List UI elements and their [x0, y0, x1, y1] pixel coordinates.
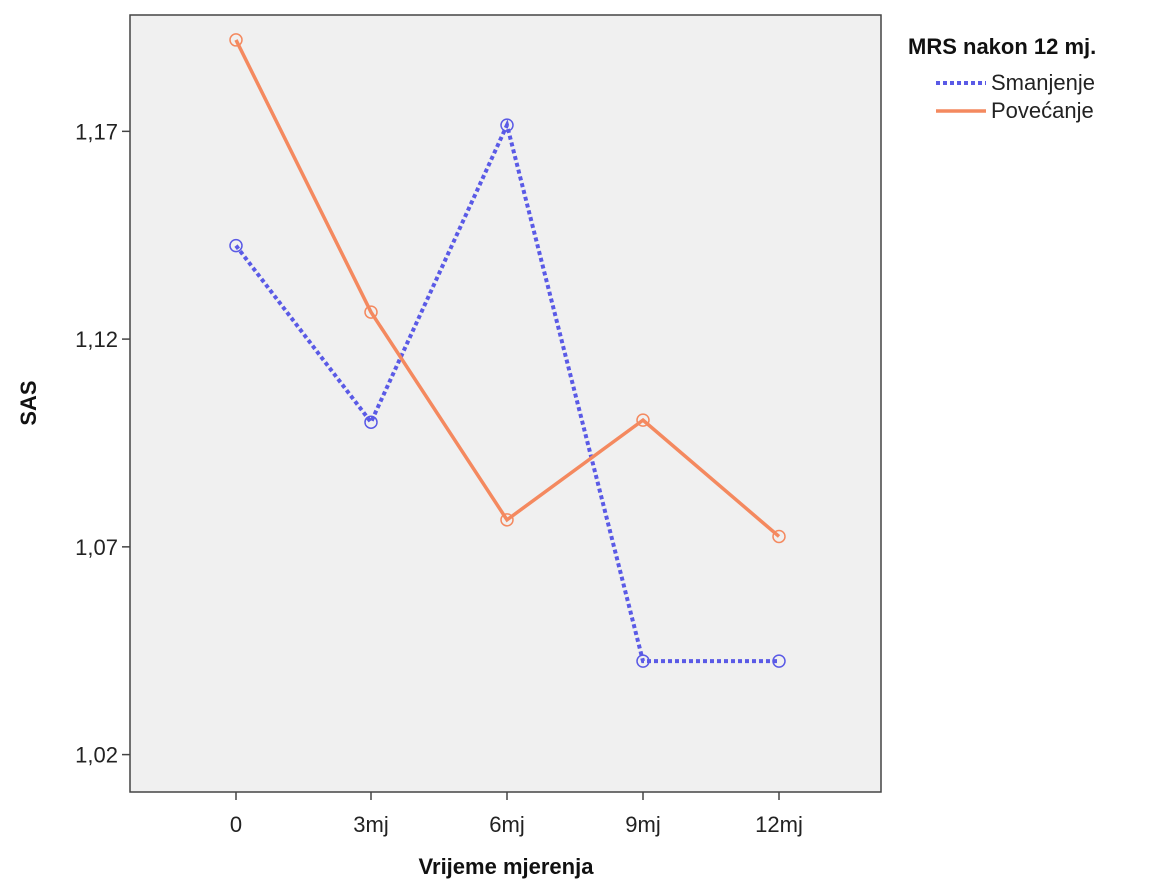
legend: MRS nakon 12 mj. Smanjenje Povećanje: [908, 34, 1096, 123]
series-0: [229, 118, 786, 668]
x-tick-label: 9mj: [625, 812, 660, 837]
legend-items: Smanjenje Povećanje: [936, 70, 1095, 123]
y-tick-label: 1,02: [75, 743, 118, 768]
data-point: [500, 513, 514, 527]
series-line: [234, 119, 779, 664]
series-layer: [229, 33, 786, 668]
x-tick-label: 6mj: [489, 812, 524, 837]
data-point: [636, 654, 650, 668]
series-line: [234, 39, 781, 538]
x-tick-label: 12mj: [755, 812, 803, 837]
y-tick-label: 1,17: [75, 119, 118, 144]
data-point: [229, 33, 243, 47]
legend-label: Povećanje: [991, 98, 1094, 123]
x-tick-label: 0: [230, 812, 242, 837]
data-point: [500, 118, 514, 132]
data-point: [772, 654, 786, 668]
data-point: [364, 305, 378, 319]
data-point: [772, 529, 786, 544]
y-axis: 1,02 1,07 1,12 1,17: [75, 119, 130, 768]
legend-title: MRS nakon 12 mj.: [908, 34, 1096, 59]
y-axis-title: SAS: [16, 380, 41, 425]
y-tick-label: 1,12: [75, 327, 118, 352]
x-axis: 0 3mj 6mj 9mj 12mj: [230, 792, 803, 837]
legend-label: Smanjenje: [991, 70, 1095, 95]
y-tick-label: 1,07: [75, 535, 118, 560]
x-tick-label: 3mj: [353, 812, 388, 837]
x-axis-title: Vrijeme mjerenja: [419, 854, 595, 879]
data-point: [364, 415, 378, 429]
data-point: [636, 413, 650, 427]
data-point: [229, 238, 243, 253]
series-1: [229, 33, 786, 544]
